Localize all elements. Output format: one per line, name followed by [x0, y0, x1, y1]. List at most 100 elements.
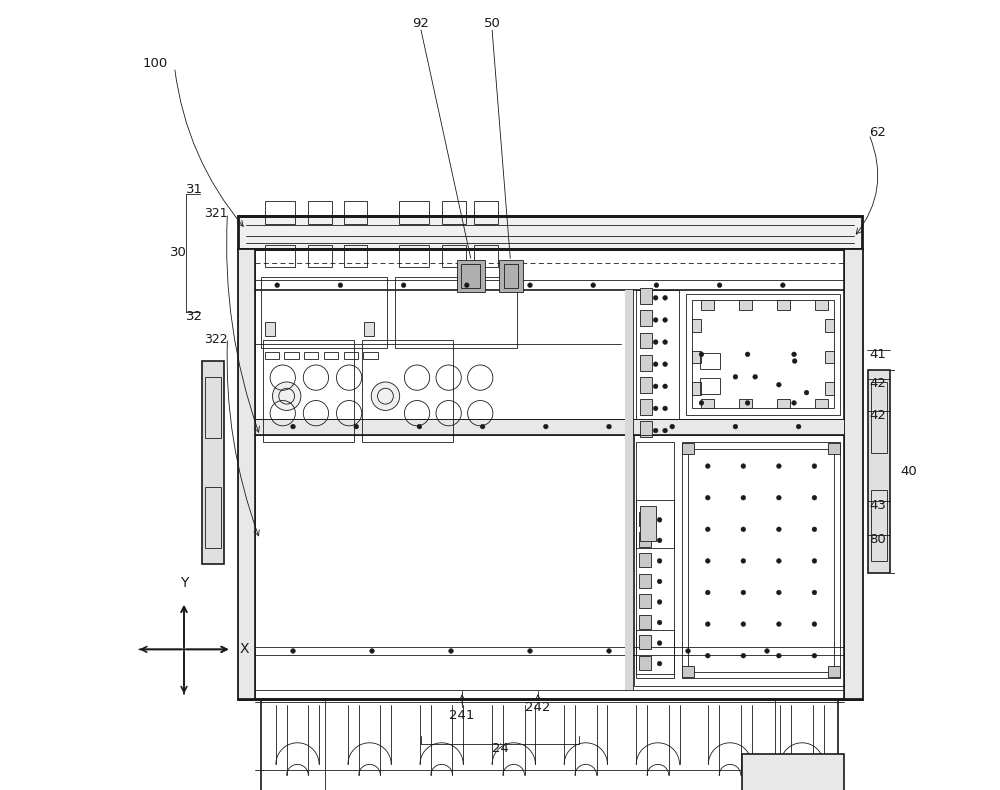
Bar [640, 506, 656, 541]
Circle shape [607, 424, 611, 429]
Bar [825, 319, 834, 332]
Circle shape [663, 362, 667, 367]
Bar [625, 290, 633, 690]
Circle shape [745, 352, 750, 357]
Circle shape [741, 559, 746, 563]
Circle shape [449, 649, 453, 653]
Bar [682, 442, 840, 678]
Bar [324, 352, 338, 359]
Bar [844, 249, 862, 699]
Bar [284, 352, 299, 359]
Bar [828, 666, 840, 677]
Bar [686, 294, 840, 415]
Bar [739, 399, 752, 408]
Bar [815, 300, 828, 310]
Circle shape [480, 424, 485, 429]
Text: 242: 242 [525, 702, 551, 714]
Bar [825, 382, 834, 395]
Bar [640, 355, 652, 371]
Circle shape [657, 620, 662, 625]
Text: 92: 92 [413, 17, 429, 30]
Bar [640, 377, 652, 393]
Circle shape [777, 559, 781, 563]
Bar [205, 378, 221, 438]
Text: 80: 80 [869, 532, 886, 546]
Bar [639, 574, 651, 588]
Bar [344, 201, 367, 224]
Circle shape [753, 374, 758, 379]
Bar [265, 352, 279, 359]
Bar [639, 594, 651, 608]
Bar [701, 399, 714, 408]
Circle shape [338, 283, 343, 288]
Bar [265, 201, 295, 224]
Bar [700, 378, 720, 394]
Bar [868, 371, 890, 573]
Text: X: X [239, 642, 249, 656]
Circle shape [528, 649, 532, 653]
Circle shape [654, 283, 659, 288]
Bar [308, 245, 332, 267]
Circle shape [796, 424, 801, 429]
Bar [688, 449, 834, 672]
Bar [639, 656, 651, 670]
Circle shape [291, 649, 295, 653]
Bar [692, 300, 834, 408]
Text: 50: 50 [484, 17, 501, 30]
Bar [692, 319, 701, 332]
Bar [362, 340, 453, 442]
Circle shape [657, 641, 662, 645]
Circle shape [741, 464, 746, 468]
Circle shape [354, 424, 359, 429]
Bar [742, 754, 844, 790]
Circle shape [792, 359, 797, 363]
Text: 40: 40 [901, 465, 917, 478]
Bar [636, 630, 674, 674]
Bar [640, 399, 652, 415]
Text: Y: Y [180, 576, 188, 590]
Circle shape [657, 600, 662, 604]
Circle shape [663, 406, 667, 411]
Circle shape [812, 653, 817, 658]
Text: 241: 241 [449, 709, 475, 722]
Circle shape [653, 318, 658, 322]
Bar [639, 635, 651, 649]
Bar [692, 382, 701, 395]
Circle shape [705, 622, 710, 626]
Bar [344, 352, 358, 359]
Circle shape [370, 649, 374, 653]
Circle shape [705, 590, 710, 595]
Bar [238, 216, 862, 249]
Circle shape [705, 559, 710, 563]
Circle shape [780, 283, 785, 288]
Bar [261, 276, 387, 348]
Circle shape [812, 527, 817, 532]
Bar [639, 512, 651, 526]
Circle shape [653, 384, 658, 389]
Bar [636, 500, 674, 547]
Bar [304, 352, 318, 359]
Bar [700, 353, 720, 369]
Text: 42: 42 [869, 409, 886, 422]
Circle shape [812, 590, 817, 595]
Bar [639, 553, 651, 567]
Circle shape [275, 283, 280, 288]
Bar [255, 419, 844, 435]
Text: 43: 43 [869, 499, 886, 512]
Bar [682, 443, 694, 454]
Text: 321: 321 [204, 207, 227, 220]
Text: 62: 62 [869, 126, 886, 139]
Circle shape [653, 428, 658, 433]
Circle shape [686, 649, 690, 653]
Circle shape [741, 622, 746, 626]
Circle shape [291, 424, 295, 429]
Circle shape [699, 352, 704, 357]
Bar [640, 288, 652, 304]
Circle shape [705, 527, 710, 532]
Bar [442, 201, 466, 224]
Bar [639, 532, 651, 547]
Bar [777, 399, 790, 408]
Bar [442, 245, 466, 267]
Circle shape [401, 283, 406, 288]
Circle shape [777, 590, 781, 595]
